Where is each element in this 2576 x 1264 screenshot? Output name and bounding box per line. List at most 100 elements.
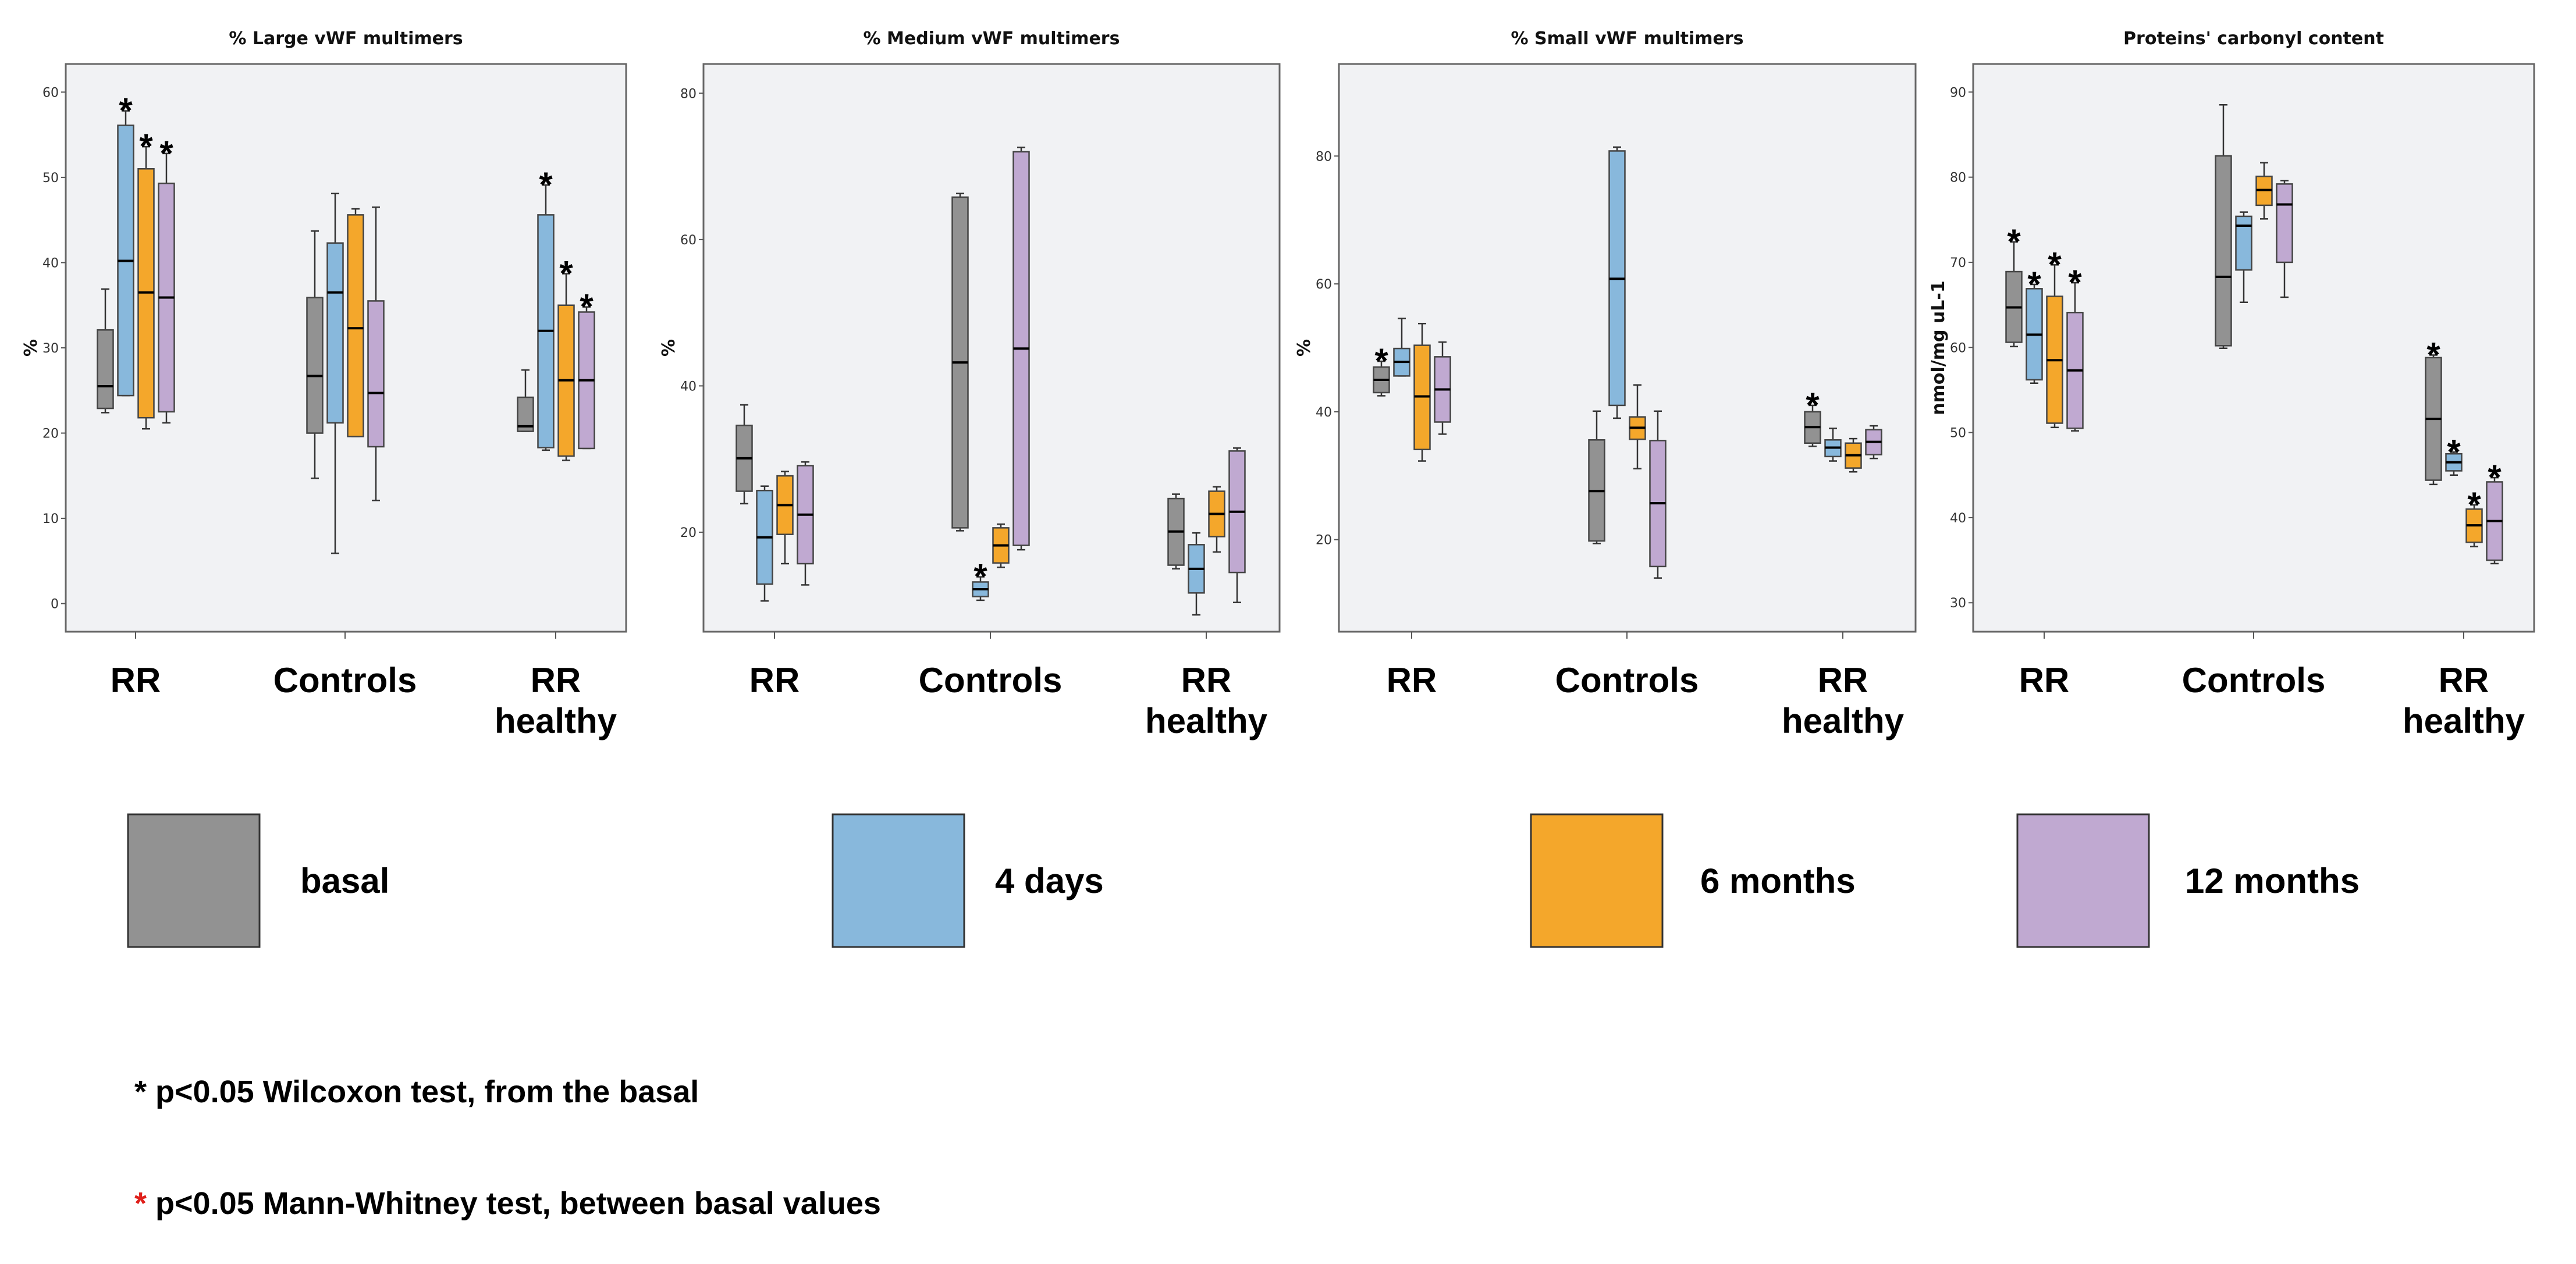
x-tick-label: Controls: [2182, 661, 2326, 700]
y-tick-label: 60: [1316, 277, 1332, 292]
panel-4: Proteins' carbonyl content 30 40 50 60 70 80 90…: [1928, 29, 2535, 740]
significance-star: *: [2007, 222, 2021, 261]
box-4-days: *: [117, 91, 134, 397]
x-tick-label: healthy: [1782, 702, 1905, 740]
box-basal: [517, 369, 534, 432]
black-star: *: [134, 1074, 147, 1109]
box-6-months: *: [2046, 245, 2063, 429]
x-tick-label: RR: [1181, 661, 1232, 700]
y-tick-label: 20: [1316, 533, 1332, 548]
x-tick-label: Controls: [1555, 661, 1699, 700]
significance-star: *: [559, 254, 573, 293]
y-tick-label: 80: [1316, 149, 1332, 164]
box-12-months: [1434, 341, 1451, 435]
legend-label: 6 months: [1700, 861, 1856, 900]
plot-area: [1338, 63, 1917, 633]
box-4-days: [1393, 318, 1410, 377]
significance-star: *: [2488, 458, 2502, 497]
box-4-days: [1188, 532, 1205, 616]
significance-star: *: [2048, 245, 2062, 284]
box-basal: [1167, 493, 1185, 570]
box-12-months: [1649, 410, 1667, 579]
box-6-months: *: [2465, 485, 2483, 547]
panel-2: % Medium vWF multimers 20 40 60 80% RR Control…: [659, 29, 1281, 740]
legend-label: 12 months: [2185, 861, 2360, 900]
box-iqr: [367, 300, 385, 448]
y-tick-label: 90: [1950, 86, 1966, 100]
box-basal: *: [1804, 386, 1821, 447]
box-12-months: [1012, 147, 1030, 551]
box-12-months: [1865, 425, 1882, 460]
box-basal: [1588, 410, 1605, 544]
footnotes: * p<0.05 Wilcoxon test, from the basal *…: [134, 1074, 881, 1221]
chart-title: % Large vWF multimers: [229, 29, 463, 49]
y-axis-label: %: [1294, 339, 1314, 357]
x-tick-label: Controls: [273, 661, 417, 700]
x-tick-label: RR: [1387, 661, 1437, 700]
y-tick-label: 50: [1950, 426, 1966, 441]
x-tick-label: Controls: [919, 661, 1063, 700]
box-basal: [951, 193, 969, 532]
box-iqr: [2215, 155, 2232, 347]
x-tick-label: RR: [531, 661, 581, 700]
box-4-days: [1608, 146, 1626, 419]
x-tick-label: healthy: [495, 702, 617, 740]
y-tick-label: 70: [1950, 256, 1966, 270]
y-tick-label: 80: [1950, 171, 1966, 186]
box-4-days: [326, 193, 344, 554]
footnote-wilcoxon-text: p<0.05 Wilcoxon test, from the basal: [147, 1074, 699, 1109]
box-iqr: [2276, 183, 2293, 264]
box-6-months: [776, 471, 794, 565]
significance-star: *: [1374, 341, 1388, 380]
box-12-months: *: [158, 134, 175, 424]
box-iqr: [326, 242, 344, 424]
significance-star: *: [2027, 265, 2041, 304]
box-6-months: [2255, 162, 2273, 220]
box-12-months: [797, 461, 814, 586]
footnote-wilcoxon: * p<0.05 Wilcoxon test, from the basal: [134, 1074, 699, 1109]
box-iqr: [306, 297, 324, 434]
significance-star: *: [1806, 386, 1820, 425]
significance-star: *: [2467, 485, 2481, 524]
y-tick-label: 40: [680, 379, 697, 394]
box-basal: [306, 230, 324, 479]
box-12-months: [1228, 447, 1246, 603]
y-tick-label: 50: [42, 171, 59, 186]
legend-label: basal: [300, 861, 389, 900]
legend-swatch: [127, 813, 261, 948]
box-4-days: [756, 485, 773, 602]
y-tick-label: 10: [42, 512, 59, 526]
y-tick-label: 60: [42, 86, 59, 100]
footnote-mann-whitney-text: p<0.05 Mann-Whitney test, between basal …: [147, 1186, 881, 1221]
significance-star: *: [973, 557, 987, 596]
y-tick-label: 20: [680, 526, 697, 540]
box-6-months: [992, 523, 1010, 568]
box-12-months: *: [578, 287, 595, 450]
box-6-months: [1845, 437, 1862, 473]
box-4-days: [2235, 211, 2252, 303]
box-12-months: *: [2486, 458, 2503, 565]
x-tick-label: RR: [2439, 661, 2489, 700]
x-tick-label: healthy: [1145, 702, 1268, 740]
legend-swatch: [832, 813, 965, 948]
y-tick-label: 60: [680, 233, 697, 248]
significance-star: *: [139, 127, 153, 166]
y-tick-label: 20: [42, 427, 59, 441]
significance-star: *: [539, 165, 553, 204]
box-basal: [736, 404, 753, 505]
y-tick-label: 80: [680, 87, 697, 101]
box-6-months: *: [557, 254, 575, 461]
box-6-months: [1413, 322, 1431, 462]
box-4-days: *: [2026, 265, 2043, 384]
box-4-days: [1824, 428, 1842, 462]
box-4-days: *: [2445, 432, 2463, 476]
chart-title: % Medium vWF multimers: [864, 29, 1120, 49]
x-tick-label: RR: [111, 661, 161, 700]
legend-label: 4 days: [995, 861, 1104, 900]
significance-star: *: [580, 287, 594, 326]
box-basal: *: [2425, 335, 2442, 486]
y-tick-label: 60: [1950, 341, 1966, 355]
y-axis-label: %: [21, 339, 41, 357]
